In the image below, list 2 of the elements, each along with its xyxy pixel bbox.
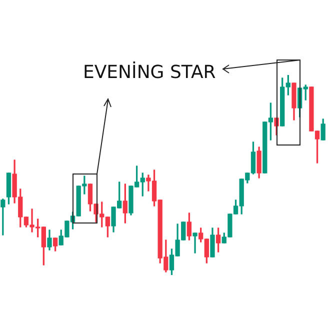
annotation: EVENİNG STAR (83, 62, 216, 83)
candlestick (192, 232, 198, 254)
